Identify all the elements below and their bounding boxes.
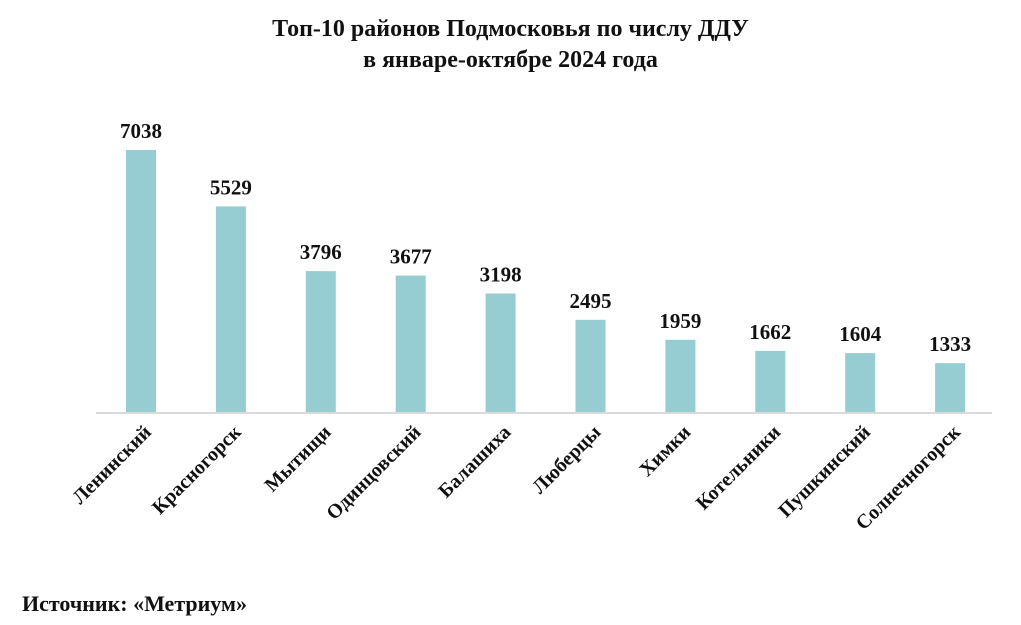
- chart-title-line-1: Топ-10 районов Подмосковья по числу ДДУ: [272, 16, 749, 42]
- data-label-7: 1959: [659, 309, 701, 333]
- data-label-8: 1662: [749, 320, 791, 344]
- category-label-7: Химки: [635, 421, 695, 481]
- category-label-9: Пушкинский: [774, 421, 875, 522]
- bar-2: [215, 206, 246, 413]
- bar-3: [305, 271, 336, 413]
- data-label-6: 2495: [570, 289, 612, 313]
- data-label-1: 7038: [120, 119, 162, 143]
- bar-1: [126, 150, 156, 413]
- category-label-4: Одинцовский: [322, 421, 425, 524]
- data-label-5: 3198: [480, 263, 522, 287]
- category-label-1: Ленинский: [68, 421, 155, 508]
- data-label-2: 5529: [210, 175, 252, 199]
- category-label-8: Котельники: [692, 421, 785, 514]
- bar-5: [485, 293, 516, 413]
- bar-chart: 7038 Ленинский 5529 Красногорск 3796 Мытищи 36…: [68, 119, 992, 535]
- data-label-10: 1333: [929, 332, 971, 356]
- bar-4: [395, 275, 426, 413]
- category-label-5: Балашиха: [434, 421, 515, 502]
- bars-layer: 7038 Ленинский 5529 Красногорск 3796 Мытищи 36…: [68, 119, 971, 535]
- bar-7: [665, 339, 696, 413]
- bar-9: [845, 353, 876, 413]
- chart-title-line-2: в январе-октябре 2024 года: [363, 47, 658, 73]
- data-label-9: 1604: [839, 322, 882, 346]
- source-note: Источник: «Метриум»: [22, 591, 248, 616]
- bar-6: [575, 319, 606, 413]
- chart-title: Топ-10 районов Подмосковья по числу ДДУ …: [0, 14, 1021, 76]
- bar-8: [755, 350, 786, 413]
- category-label-3: Мытищи: [260, 421, 335, 496]
- bar-10: [935, 363, 966, 413]
- category-label-2: Красногорск: [148, 421, 246, 519]
- data-label-4: 3677: [390, 245, 432, 269]
- category-label-6: Люберцы: [528, 421, 605, 498]
- data-label-3: 3796: [300, 240, 342, 264]
